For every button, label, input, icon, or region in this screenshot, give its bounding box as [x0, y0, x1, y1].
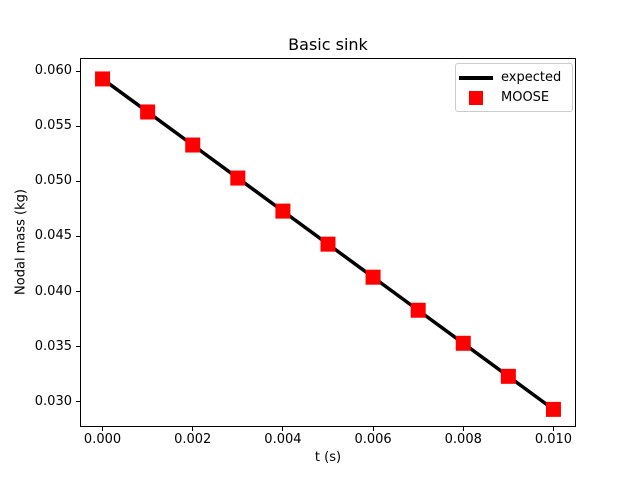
x-tick-label: 0.000 [83, 432, 122, 447]
moose-marker-swatch [469, 91, 483, 105]
moose-data-marker [185, 137, 201, 153]
moose-data-marker [275, 203, 291, 219]
legend-label-moose: MOOSE [501, 90, 550, 105]
y-tick-mark [76, 401, 80, 403]
chart-title: Basic sink [288, 35, 368, 54]
moose-data-marker [365, 269, 381, 285]
moose-data-marker [140, 104, 156, 120]
legend-entry-moose: MOOSE [459, 88, 572, 108]
moose-data-marker [230, 170, 246, 186]
moose-data-marker [95, 71, 111, 87]
x-tick-mark [282, 427, 284, 431]
x-tick-label: 0.004 [264, 432, 302, 447]
y-tick-mark [76, 291, 80, 293]
plot-area [80, 58, 576, 427]
y-tick-label: 0.055 [34, 118, 72, 134]
legend-swatch-area [459, 91, 493, 105]
x-tick-mark [192, 427, 194, 431]
x-tick-mark [102, 427, 104, 431]
legend: expected MOOSE [455, 63, 573, 112]
x-tick-label: 0.002 [174, 432, 212, 447]
moose-data-marker [455, 335, 471, 351]
moose-data-marker [500, 368, 516, 384]
x-tick-mark [462, 427, 464, 431]
x-tick-label: 0.010 [534, 432, 573, 447]
moose-data-marker [410, 302, 426, 318]
y-tick-label: 0.045 [34, 228, 72, 244]
y-tick-mark [76, 346, 80, 348]
x-tick-label: 0.008 [444, 432, 482, 447]
y-tick-mark [76, 235, 80, 237]
y-tick-label: 0.030 [34, 393, 72, 409]
y-tick-label: 0.050 [34, 173, 72, 189]
y-tick-mark [76, 70, 80, 72]
legend-label-expected: expected [501, 70, 562, 85]
legend-entry-expected: expected [459, 68, 572, 88]
moose-data-marker [545, 401, 561, 417]
y-tick-mark [76, 180, 80, 182]
x-tick-label: 0.006 [354, 432, 392, 447]
x-axis-label: t (s) [314, 450, 342, 465]
y-tick-mark [76, 125, 80, 127]
x-tick-mark [552, 427, 554, 431]
moose-data-marker [320, 236, 336, 252]
y-tick-label: 0.040 [34, 283, 72, 299]
y-tick-label: 0.035 [34, 338, 72, 354]
x-tick-mark [372, 427, 374, 431]
legend-swatch-area [459, 76, 493, 80]
y-tick-label: 0.060 [34, 63, 72, 79]
expected-line-swatch [459, 76, 493, 80]
plot-frame [80, 58, 576, 427]
